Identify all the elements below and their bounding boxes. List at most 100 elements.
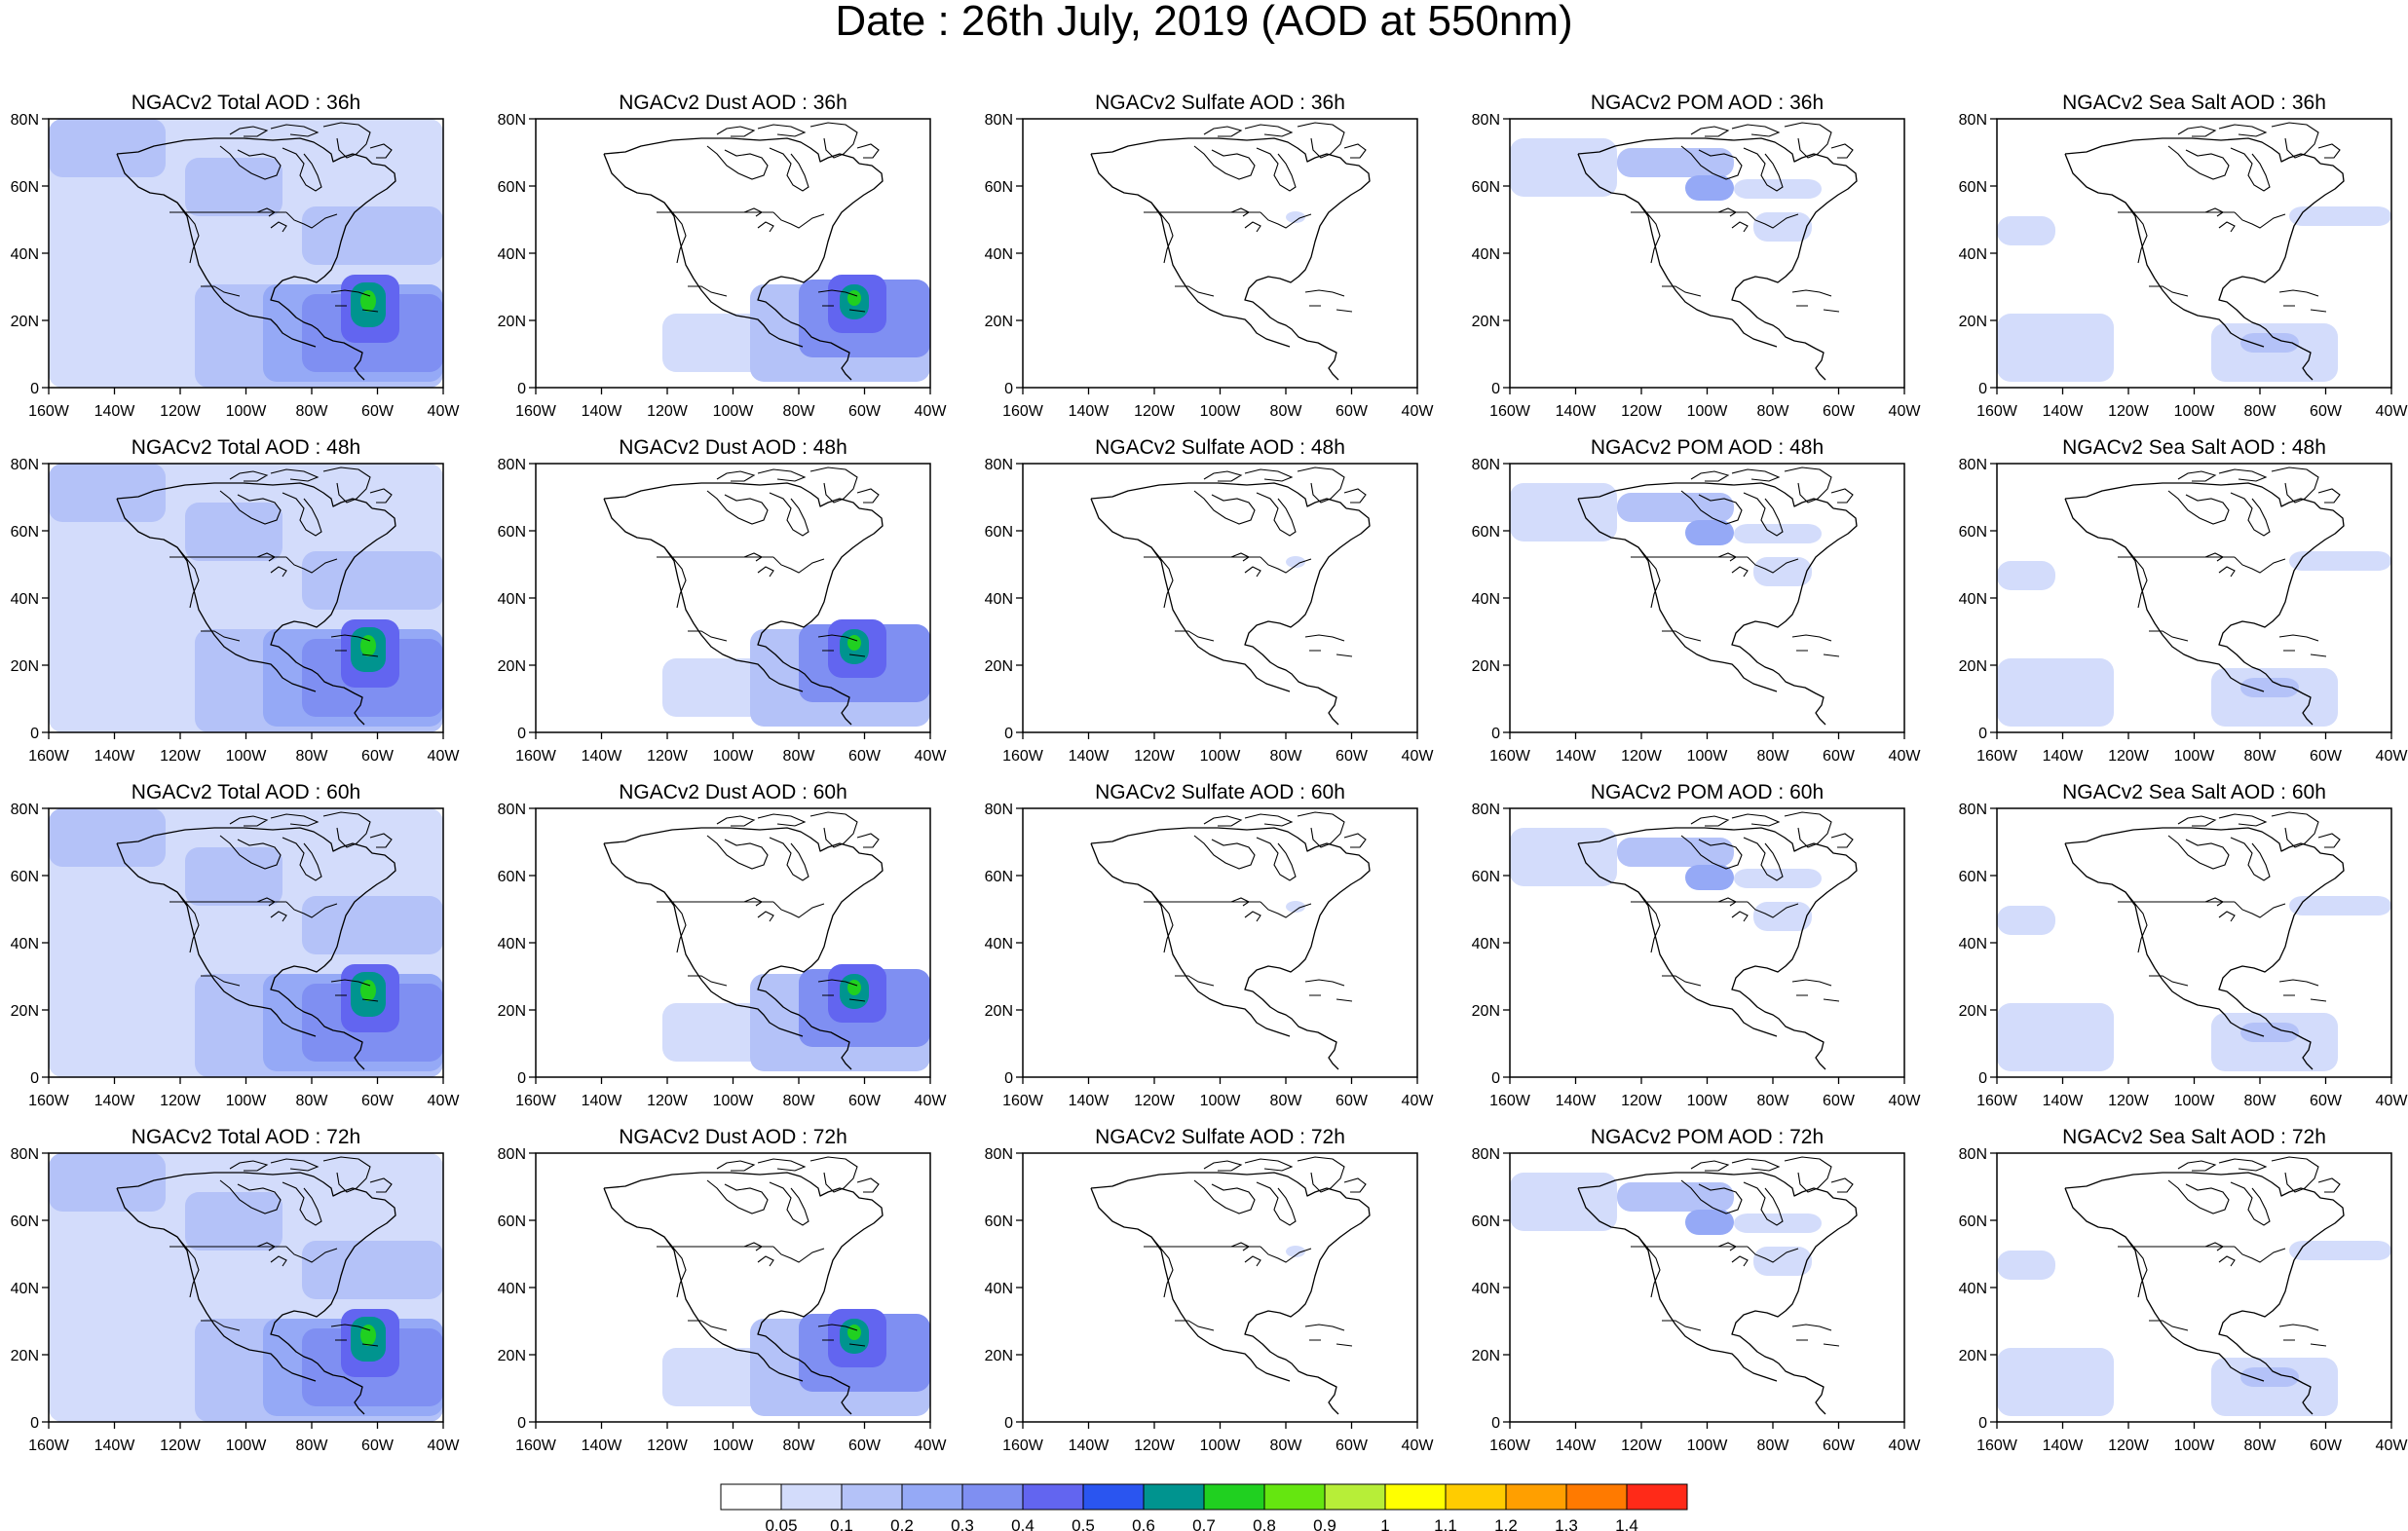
colorbar-label: 1	[1380, 1516, 1389, 1531]
x-tick-label: 120W	[647, 1093, 689, 1109]
x-tick-label: 60W	[1823, 748, 1856, 765]
y-tick-label: 60N	[498, 869, 526, 885]
x-tick-label: 120W	[1621, 403, 1663, 420]
x-tick-label: 60W	[848, 1438, 882, 1454]
y-tick-label: 0	[30, 1415, 39, 1432]
x-tick-label: 80W	[2244, 1093, 2277, 1109]
y-tick-label: 20N	[498, 314, 526, 330]
aod-contour	[2240, 333, 2299, 353]
aod-contour	[847, 980, 861, 995]
x-tick-label: 160W	[28, 1093, 70, 1109]
aod-field	[49, 464, 443, 732]
aod-contour	[1997, 1251, 2055, 1280]
panel-title: NGACv2 POM AOD : 48h	[1591, 436, 1824, 459]
y-tick-label: 20N	[11, 1003, 39, 1020]
x-tick-label: 120W	[160, 1438, 202, 1454]
x-tick-label: 120W	[647, 403, 689, 420]
aod-contour	[1685, 175, 1734, 201]
x-tick-label: 160W	[1976, 748, 2018, 765]
map-panel-dust-1: NGACv2 Dust AOD : 48h 160W 140W 120W 100W 80W…	[498, 436, 948, 765]
y-tick-label: 80N	[985, 1146, 1013, 1163]
aod-contour	[1997, 1348, 2114, 1416]
aod-contour	[2240, 1023, 2299, 1042]
x-tick-label: 140W	[1069, 1438, 1110, 1454]
x-tick-label: 40W	[915, 1438, 948, 1454]
y-tick-label: 80N	[985, 457, 1013, 473]
y-tick-label: 40N	[1472, 936, 1500, 952]
colorbar-swatch	[1505, 1483, 1567, 1511]
aod-field	[1997, 122, 2391, 382]
y-tick-label: 0	[1978, 1070, 1987, 1087]
panel-title: NGACv2 Sulfate AOD : 60h	[1095, 781, 1345, 803]
x-tick-label: 80W	[2244, 403, 2277, 420]
y-tick-label: 40N	[498, 246, 526, 263]
x-tick-label: 160W	[1976, 1438, 2018, 1454]
y-tick-label: 40N	[11, 591, 39, 608]
x-tick-label: 120W	[1134, 1438, 1176, 1454]
colorbar-swatch	[1082, 1483, 1145, 1511]
aod-contour	[1286, 901, 1305, 913]
y-tick-label: 80N	[1959, 112, 1987, 129]
x-tick-label: 120W	[160, 748, 202, 765]
aod-contour	[360, 635, 376, 656]
y-tick-label: 60N	[1959, 1214, 1987, 1230]
x-tick-label: 80W	[296, 748, 329, 765]
aod-contour	[49, 119, 166, 177]
y-tick-label: 20N	[1472, 658, 1500, 675]
aod-field	[1510, 467, 1858, 726]
aod-field	[1090, 1156, 1371, 1415]
x-tick-label: 140W	[2043, 1093, 2085, 1109]
y-tick-label: 0	[1004, 1415, 1013, 1432]
y-tick-label: 80N	[11, 1146, 39, 1163]
y-tick-label: 20N	[1959, 1003, 1987, 1020]
map-panel-pom-2: NGACv2 POM AOD : 60h 160W 140W 120W 100W 80W 6…	[1472, 781, 1922, 1109]
y-tick-label: 60N	[985, 1214, 1013, 1230]
aod-contour	[185, 1192, 282, 1251]
y-tick-label: 60N	[1472, 524, 1500, 541]
x-tick-label: 160W	[515, 403, 557, 420]
x-tick-label: 100W	[713, 1093, 755, 1109]
aod-field	[1090, 811, 1371, 1070]
x-tick-label: 80W	[1757, 1438, 1790, 1454]
x-tick-label: 40W	[428, 1438, 461, 1454]
aod-contour	[1997, 1003, 2114, 1071]
map-panel-total-3: NGACv2 Total AOD : 72h 160W 140W 120W 100W 80…	[11, 1126, 461, 1454]
x-tick-label: 120W	[160, 1093, 202, 1109]
y-tick-label: 20N	[11, 1348, 39, 1364]
y-tick-label: 0	[1978, 1415, 1987, 1432]
y-tick-label: 80N	[1959, 1146, 1987, 1163]
x-tick-label: 140W	[1069, 403, 1110, 420]
x-tick-label: 100W	[226, 748, 268, 765]
y-tick-label: 0	[30, 1070, 39, 1087]
x-tick-label: 100W	[1200, 1093, 1242, 1109]
x-tick-label: 60W	[1823, 403, 1856, 420]
aod-contour	[1997, 216, 2055, 245]
map-panel-sulfate-3: NGACv2 Sulfate AOD : 72h 160W 140W 120W 100W…	[985, 1126, 1435, 1454]
aod-contour	[302, 206, 443, 265]
x-tick-label: 120W	[1134, 748, 1176, 765]
colorbar-swatch	[1565, 1483, 1628, 1511]
aod-field	[1510, 122, 1858, 381]
y-tick-label: 0	[1004, 726, 1013, 742]
colorbar-label: 0.2	[890, 1516, 914, 1531]
aod-field	[49, 1153, 443, 1422]
y-tick-label: 60N	[985, 869, 1013, 885]
y-tick-label: 80N	[1959, 802, 1987, 818]
colorbar-label: 0.8	[1253, 1516, 1276, 1531]
y-tick-label: 0	[517, 726, 526, 742]
y-tick-label: 0	[1491, 381, 1500, 397]
y-tick-label: 60N	[498, 1214, 526, 1230]
x-tick-label: 80W	[1757, 748, 1790, 765]
colorbar-label: 0.7	[1192, 1516, 1216, 1531]
y-tick-label: 40N	[1472, 1281, 1500, 1297]
aod-contour	[2240, 678, 2299, 697]
x-tick-label: 80W	[296, 1093, 329, 1109]
y-tick-label: 0	[517, 1070, 526, 1087]
aod-contour	[302, 1241, 443, 1299]
aod-contour	[1753, 212, 1812, 242]
map-panel-seasalt-3: NGACv2 Sea Salt AOD : 72h 160W 140W 120W 100…	[1959, 1126, 2408, 1454]
y-tick-label: 20N	[11, 314, 39, 330]
map-panel-dust-0: NGACv2 Dust AOD : 36h 160W 140W 120W 100W 80W…	[498, 92, 948, 420]
map-panel-sulfate-0: NGACv2 Sulfate AOD : 36h 160W 140W 120W 100W…	[985, 92, 1435, 420]
aod-contour	[185, 503, 282, 561]
